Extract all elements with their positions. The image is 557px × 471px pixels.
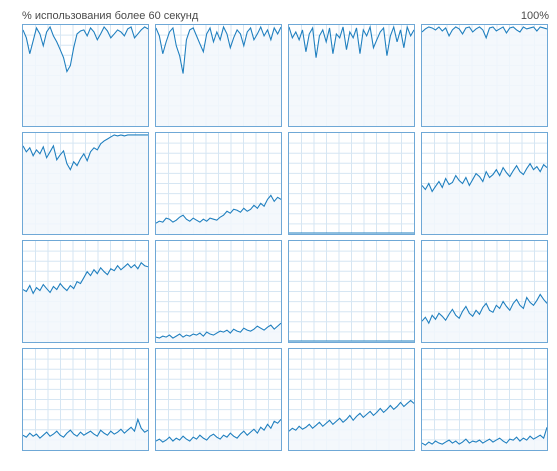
cpu-graph-5	[22, 132, 149, 235]
cpu-graph-plot	[422, 133, 547, 234]
usage-area	[289, 400, 414, 450]
cpu-graph-11	[288, 240, 415, 343]
usage-line	[23, 25, 148, 74]
usage-line	[23, 134, 148, 171]
cpu-graph-plot	[289, 133, 414, 234]
usage-area	[156, 26, 281, 126]
usage-label: % использования более 60 секунд	[22, 10, 199, 22]
usage-area	[422, 26, 547, 126]
cpu-graph-16	[421, 348, 548, 451]
cpu-graph-plot	[422, 349, 547, 450]
cpu-graph-plot	[23, 25, 148, 126]
usage-line	[156, 322, 281, 339]
cpu-graph-1	[22, 24, 149, 127]
usage-area	[23, 134, 148, 234]
cpu-graph-7	[288, 132, 415, 235]
usage-area	[156, 419, 281, 450]
usage-line	[289, 25, 414, 58]
cpu-graph-plot	[156, 25, 281, 126]
cpu-graph-6	[155, 132, 282, 235]
cpu-graph-plot	[156, 349, 281, 450]
cpu-graph-plot	[23, 133, 148, 234]
usage-area	[289, 26, 414, 126]
cpu-graph-8	[421, 132, 548, 235]
usage-line	[422, 26, 547, 40]
cpu-graph-plot	[289, 25, 414, 126]
max-percent-label: 100%	[520, 10, 549, 22]
cpu-graph-10	[155, 240, 282, 343]
usage-line	[156, 194, 281, 224]
header: % использования более 60 секунд 100%	[22, 10, 549, 24]
cpu-graph-14	[155, 348, 282, 451]
usage-line	[23, 261, 148, 295]
usage-line	[156, 25, 281, 74]
cpu-graph-15	[288, 348, 415, 451]
cpu-graph-12	[421, 240, 548, 343]
cpu-graph-3	[288, 24, 415, 127]
usage-line	[422, 427, 547, 446]
cpu-graph-plot	[422, 25, 547, 126]
usage-area	[23, 262, 148, 342]
cpu-graph-9	[22, 240, 149, 343]
cpu-graph-plot	[156, 133, 281, 234]
usage-line	[422, 162, 547, 193]
usage-area	[23, 26, 148, 126]
cpu-graph-13	[22, 348, 149, 451]
cpu-graph-plot	[156, 241, 281, 342]
usage-line	[156, 418, 281, 443]
cpu-graph-plot	[289, 349, 414, 450]
cpu-graph-plot	[289, 241, 414, 342]
usage-line	[23, 417, 148, 439]
usage-area	[422, 427, 547, 450]
usage-line	[422, 293, 547, 325]
cpu-graph-plot	[422, 241, 547, 342]
usage-area	[156, 195, 281, 234]
usage-line	[289, 399, 414, 432]
cpu-graph-plot	[23, 241, 148, 342]
usage-area	[422, 294, 547, 342]
cpu-graph-2	[155, 24, 282, 127]
cpu-graph-4	[421, 24, 548, 127]
cpu-graph-plot	[23, 349, 148, 450]
